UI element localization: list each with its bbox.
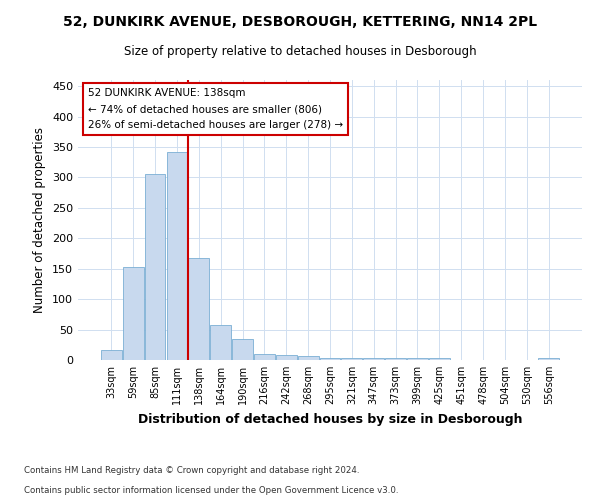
Bar [188, 258, 209, 360]
Bar [232, 338, 253, 360]
Text: Size of property relative to detached houses in Desborough: Size of property relative to detached ho… [124, 45, 476, 58]
Bar [538, 358, 559, 360]
Bar [364, 358, 384, 360]
Bar [167, 152, 187, 360]
Bar [254, 354, 275, 360]
Bar [145, 174, 166, 360]
Bar [320, 358, 340, 360]
Bar [123, 268, 143, 360]
Bar [276, 354, 296, 360]
Bar [429, 358, 450, 360]
Text: Contains HM Land Registry data © Crown copyright and database right 2024.: Contains HM Land Registry data © Crown c… [24, 466, 359, 475]
Bar [101, 350, 122, 360]
Bar [341, 358, 362, 360]
Text: 52 DUNKIRK AVENUE: 138sqm
← 74% of detached houses are smaller (806)
26% of semi: 52 DUNKIRK AVENUE: 138sqm ← 74% of detac… [88, 88, 343, 130]
Text: 52, DUNKIRK AVENUE, DESBOROUGH, KETTERING, NN14 2PL: 52, DUNKIRK AVENUE, DESBOROUGH, KETTERIN… [63, 15, 537, 29]
Bar [210, 326, 231, 360]
Bar [298, 356, 319, 360]
Text: Contains public sector information licensed under the Open Government Licence v3: Contains public sector information licen… [24, 486, 398, 495]
Bar [385, 358, 406, 360]
X-axis label: Distribution of detached houses by size in Desborough: Distribution of detached houses by size … [138, 412, 522, 426]
Bar [407, 358, 428, 360]
Y-axis label: Number of detached properties: Number of detached properties [34, 127, 46, 313]
